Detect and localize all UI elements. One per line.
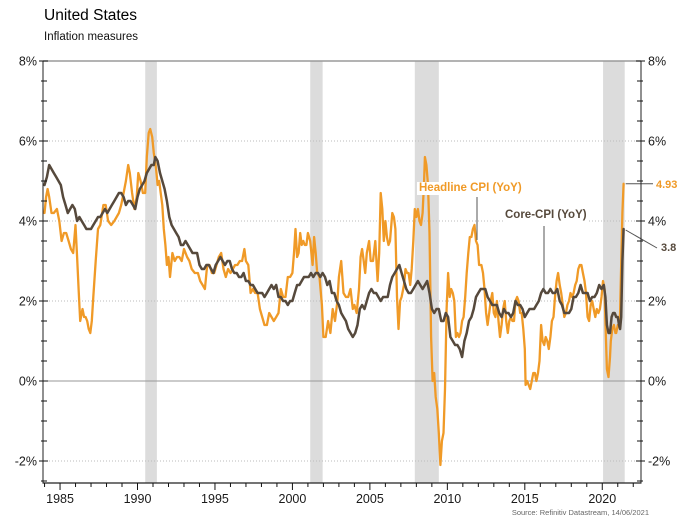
svg-text:4%: 4% [648,215,666,229]
svg-text:6%: 6% [648,135,666,149]
svg-text:6%: 6% [19,135,37,149]
svg-text:0%: 0% [648,375,666,389]
svg-text:8%: 8% [19,55,37,69]
svg-text:2%: 2% [19,295,37,309]
headline-end-value: 4.93 [656,179,678,191]
svg-text:1985: 1985 [46,492,74,506]
headline-series-label: Headline CPI (YoY) [417,182,524,195]
svg-text:1995: 1995 [201,492,229,506]
core-end-value: 3.8 [661,242,677,254]
svg-text:0%: 0% [19,375,37,389]
source-note: Source: Refinitiv Datastream, 14/06/2021 [511,508,649,517]
svg-text:2020: 2020 [588,492,616,506]
svg-text:8%: 8% [648,55,666,69]
core-series-label: Core-CPI (YoY) [503,209,589,222]
svg-text:2005: 2005 [356,492,384,506]
svg-text:2%: 2% [648,295,666,309]
svg-text:-2%: -2% [648,455,670,469]
svg-text:2015: 2015 [511,492,539,506]
chart-subtitle: Inflation measures [44,31,138,43]
svg-text:2000: 2000 [279,492,307,506]
svg-text:-2%: -2% [15,455,37,469]
svg-text:2010: 2010 [433,492,461,506]
svg-text:1990: 1990 [124,492,152,506]
chart-title: United States [44,7,138,24]
svg-text:4%: 4% [19,215,37,229]
